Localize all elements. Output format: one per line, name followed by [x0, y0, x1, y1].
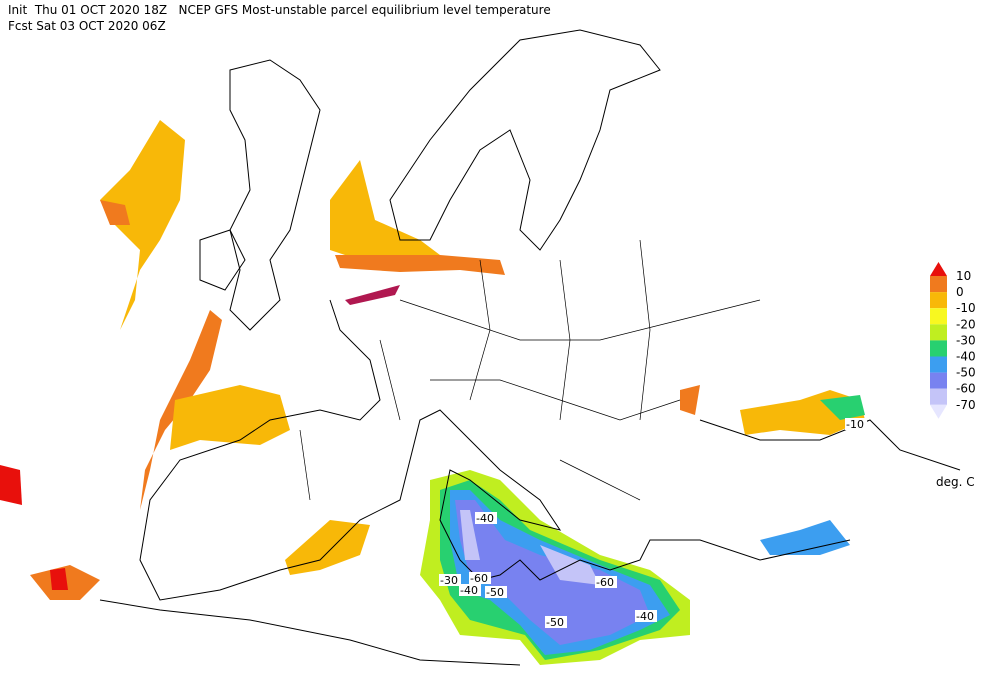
contour-label-bg	[595, 576, 617, 588]
contour-label: -40	[636, 610, 654, 623]
legend-label: 0	[956, 285, 964, 299]
legend-label: -40	[956, 350, 976, 364]
legend-label: -10	[956, 301, 976, 315]
legend-swatch	[930, 324, 947, 341]
contour-label-bg	[545, 616, 567, 628]
legend-label: -70	[956, 398, 976, 412]
legend-label: -60	[956, 382, 976, 396]
contour-label: -60	[470, 572, 488, 585]
legend-swatch	[930, 308, 947, 325]
contour-label-bg	[635, 610, 657, 622]
legend-triangle	[930, 262, 947, 276]
contour-label: -30	[440, 574, 458, 587]
shaded-field	[0, 120, 865, 665]
header-line1: Init Thu 01 OCT 2020 18Z NCEP GFS Most-u…	[8, 3, 551, 17]
legend-swatch	[930, 340, 947, 357]
legend-triangle	[930, 404, 947, 419]
legend-label: -30	[956, 333, 976, 347]
contour-label-bg	[845, 418, 867, 430]
legend: 10 0 -10 -20 -30 -40 -50 -60 -70	[930, 262, 976, 419]
contour-label: -40	[476, 512, 494, 525]
legend-swatch	[930, 388, 947, 405]
legend-label: 10	[956, 269, 971, 283]
contour-labels: -40-60-30-40 -50-50-60-40-10	[439, 418, 867, 629]
contour-label: -40	[460, 584, 478, 597]
legend-unit: deg. C	[936, 475, 975, 489]
contour-label: -50	[546, 616, 564, 629]
contour-label-bg	[469, 572, 491, 584]
contour-label: -50	[486, 586, 504, 599]
legend-swatch	[930, 356, 947, 373]
legend-label: -50	[956, 366, 976, 380]
contour-label-bg	[459, 584, 481, 596]
legend-swatch	[930, 372, 947, 389]
legend-swatch	[930, 276, 947, 293]
contour-label-bg	[475, 512, 497, 524]
contour-label-bg	[439, 574, 461, 586]
legend-label: -20	[956, 317, 976, 331]
contour-label: -60	[596, 576, 614, 589]
contour-label-bg	[485, 586, 507, 598]
legend-swatch	[930, 292, 947, 309]
header-line2: Fcst Sat 03 OCT 2020 06Z	[8, 19, 166, 33]
coastline	[99, 29, 961, 666]
contour-label: -10	[846, 418, 864, 431]
